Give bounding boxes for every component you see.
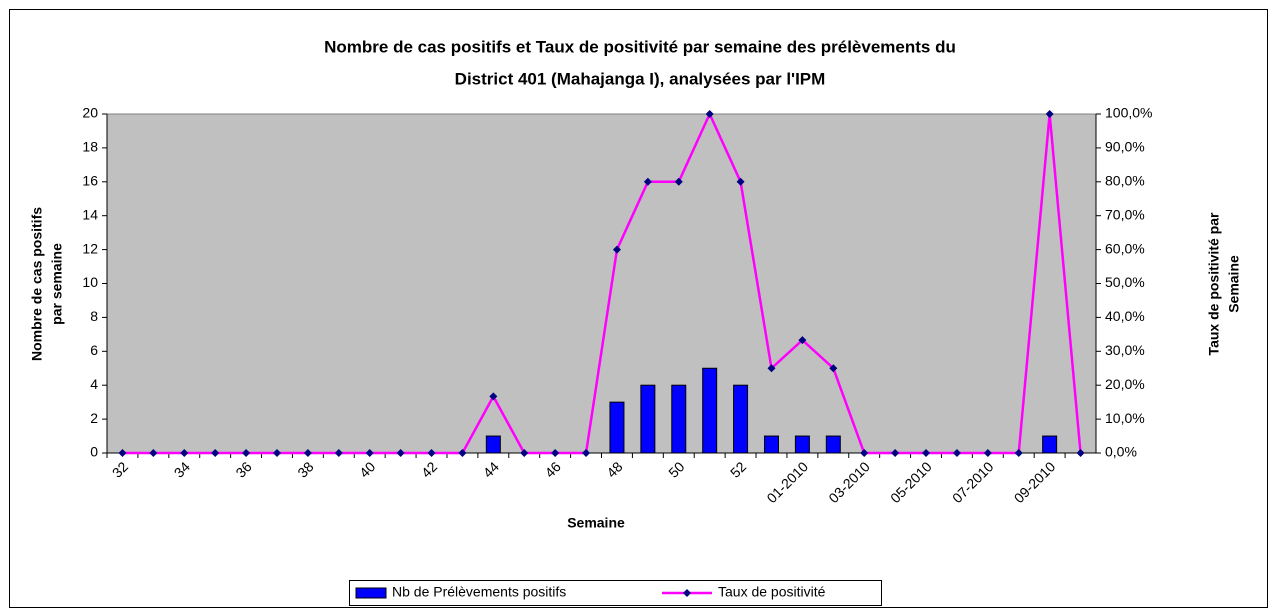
legend-label: Nb de Prélèvements positifs — [392, 584, 566, 600]
y2-tick-label: 80,0% — [1105, 173, 1145, 189]
bar — [640, 384, 656, 454]
marker — [705, 110, 714, 118]
legend-marker — [683, 589, 691, 597]
y2-tick-label: 100,0% — [1105, 105, 1152, 121]
marker — [891, 449, 900, 457]
marker — [458, 449, 467, 457]
y-tick-label: 16 — [82, 173, 98, 189]
marker — [1045, 110, 1054, 118]
marker — [551, 449, 560, 457]
bar — [763, 435, 779, 454]
y-tick-label: 6 — [90, 342, 98, 358]
marker — [829, 364, 838, 373]
marker — [860, 449, 869, 457]
y2-tick-label: 0,0% — [1105, 444, 1137, 460]
y2-axis-label: Semaine — [1226, 255, 1242, 313]
y2-axis-label-group: Taux de positivité par Semaine — [1206, 212, 1242, 355]
y2-tick-label: 30,0% — [1105, 342, 1145, 358]
marker — [1014, 449, 1023, 457]
marker — [1076, 449, 1085, 457]
bar — [825, 435, 841, 454]
bar — [733, 384, 749, 454]
marker — [983, 449, 992, 457]
marker — [520, 449, 529, 457]
marker — [427, 449, 436, 457]
plot-area — [106, 113, 1097, 454]
y-tick-label: 10 — [82, 274, 98, 290]
marker — [334, 449, 343, 457]
marker — [118, 449, 127, 457]
marker — [582, 449, 591, 457]
y2-tick-label: 40,0% — [1105, 308, 1145, 324]
bar — [794, 435, 810, 454]
y-axis-label: par semaine — [49, 243, 65, 325]
marker — [211, 449, 220, 457]
marker — [149, 449, 158, 457]
bar — [702, 367, 718, 454]
bar — [485, 435, 501, 454]
y2-tick-label: 60,0% — [1105, 240, 1145, 256]
marker — [272, 449, 281, 457]
y-axis-label: Nombre de cas positifs — [29, 207, 45, 361]
y-tick-label: 18 — [82, 139, 98, 155]
legend-swatch — [355, 587, 387, 599]
legend-box — [349, 580, 882, 606]
marker — [674, 177, 683, 186]
y-tick-label: 8 — [90, 308, 98, 324]
marker — [952, 449, 961, 457]
y-tick-label: 0 — [90, 444, 98, 460]
marker — [365, 449, 374, 457]
y2-tick-label: 90,0% — [1105, 139, 1145, 155]
marker — [736, 177, 745, 186]
legend-label: Taux de positivité — [718, 584, 826, 600]
y-tick-label: 14 — [82, 206, 98, 222]
y-tick-label: 2 — [90, 410, 98, 426]
chart-title: Nombre de cas positifs et Taux de positi… — [324, 37, 956, 56]
y2-axis-label: Taux de positivité par — [1206, 212, 1222, 355]
marker — [303, 449, 312, 457]
bar — [609, 401, 625, 454]
bar — [1042, 435, 1058, 454]
y-tick-label: 4 — [90, 376, 98, 392]
marker — [643, 177, 652, 186]
y-tick-label: 12 — [82, 240, 98, 256]
y-tick-label: 20 — [82, 105, 98, 121]
marker — [180, 449, 189, 457]
x-axis-label: Semaine — [567, 515, 625, 531]
y-axis-label-group: Nombre de cas positifs par semaine — [29, 207, 65, 361]
y2-tick-label: 70,0% — [1105, 206, 1145, 222]
marker — [489, 392, 498, 401]
chart-title: District 401 (Mahajanga I), analysées pa… — [455, 69, 826, 88]
bar — [671, 384, 687, 454]
marker — [798, 336, 807, 345]
line — [122, 110, 1082, 455]
y2-tick-label: 10,0% — [1105, 410, 1145, 426]
y2-tick-label: 50,0% — [1105, 274, 1145, 290]
marker — [767, 364, 776, 373]
marker — [396, 449, 405, 457]
y2-tick-label: 20,0% — [1105, 376, 1145, 392]
marker — [922, 449, 931, 457]
marker — [242, 449, 251, 457]
marker — [612, 245, 621, 254]
